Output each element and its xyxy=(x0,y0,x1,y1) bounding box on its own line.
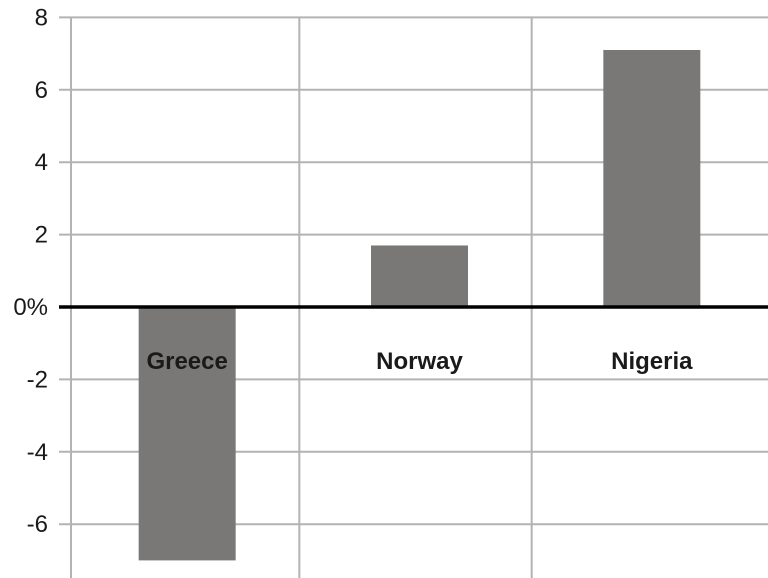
y-tick-label: 6 xyxy=(35,77,48,104)
axis-layer xyxy=(59,17,768,578)
y-tick-label: 4 xyxy=(35,149,48,176)
category-label-greece: Greece xyxy=(146,348,227,375)
y-tick-label: 2 xyxy=(35,222,48,249)
category-label-nigeria: Nigeria xyxy=(611,348,693,375)
y-tick-label: -2 xyxy=(27,366,48,393)
y-tick-label: -4 xyxy=(27,439,48,466)
bar-nigeria xyxy=(603,49,701,307)
bar-norway xyxy=(371,245,468,307)
y-tick-label: 0% xyxy=(13,294,48,321)
bars-layer xyxy=(138,49,701,561)
bar-greece xyxy=(138,307,236,561)
labels-layer: 8 6 4 2 0% -2 -4 -6 Greece Norway Nigeria xyxy=(13,4,693,538)
y-tick-label: -6 xyxy=(27,511,48,538)
y-tick-label: 8 xyxy=(35,4,48,31)
category-label-norway: Norway xyxy=(376,348,463,375)
